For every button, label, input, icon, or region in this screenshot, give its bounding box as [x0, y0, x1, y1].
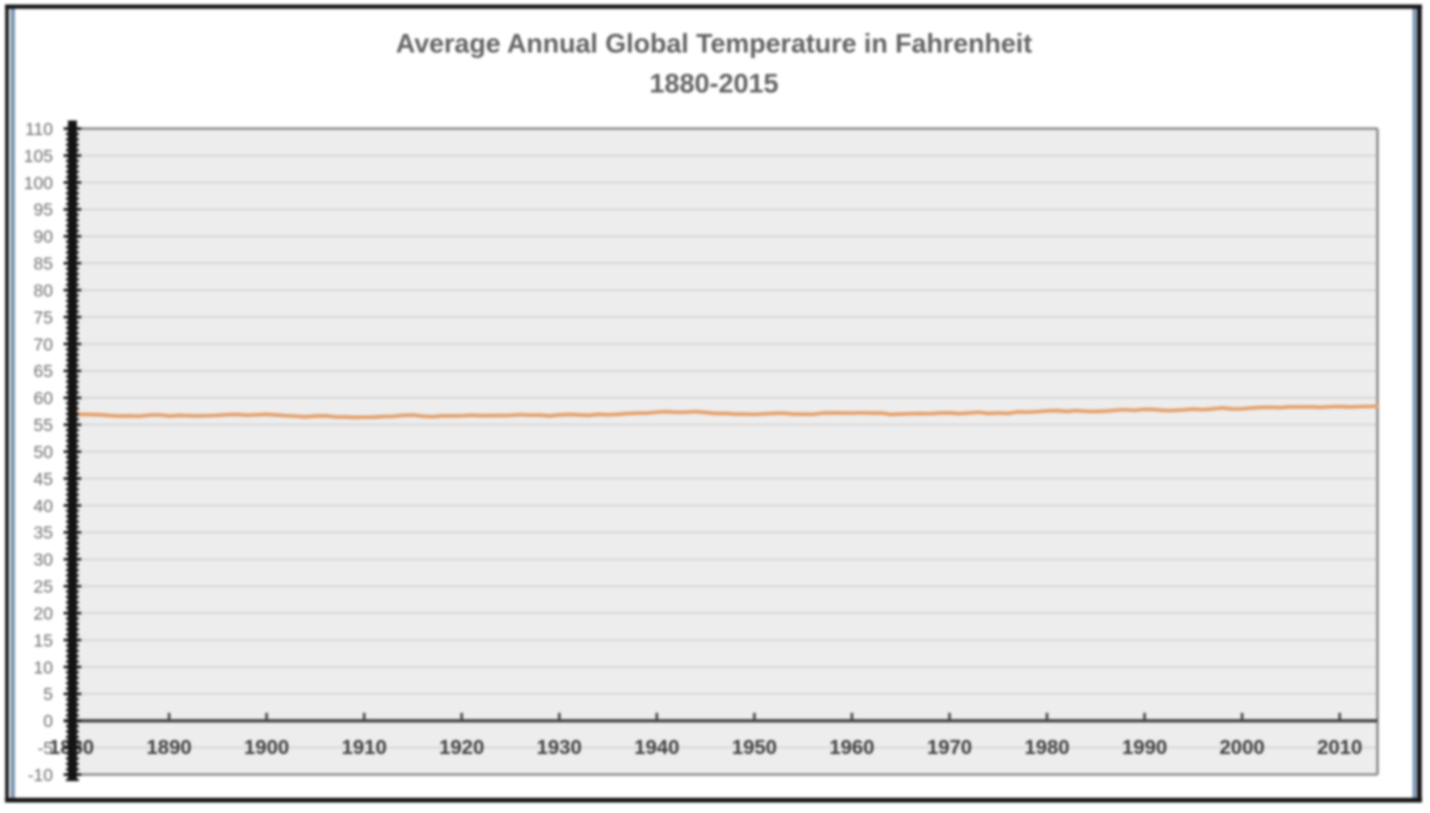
svg-text:1910: 1910 [342, 737, 387, 759]
svg-text:5: 5 [43, 684, 53, 704]
svg-text:-10: -10 [28, 765, 54, 785]
svg-text:105: 105 [24, 146, 53, 166]
svg-text:70: 70 [34, 334, 54, 354]
svg-text:1940: 1940 [634, 737, 679, 759]
svg-text:65: 65 [34, 361, 53, 381]
svg-text:100: 100 [24, 173, 53, 193]
svg-text:30: 30 [34, 550, 54, 570]
svg-text:80: 80 [34, 280, 54, 300]
svg-text:95: 95 [34, 200, 53, 220]
svg-text:15: 15 [34, 630, 53, 650]
svg-text:1930: 1930 [537, 737, 582, 759]
svg-text:75: 75 [34, 307, 53, 327]
svg-text:10: 10 [34, 657, 54, 677]
svg-text:110: 110 [25, 119, 53, 139]
svg-text:1890: 1890 [147, 737, 192, 759]
svg-text:35: 35 [34, 523, 53, 543]
svg-text:50: 50 [34, 442, 54, 462]
svg-text:85: 85 [34, 254, 53, 274]
svg-text:1970: 1970 [927, 737, 972, 759]
svg-text:0: 0 [43, 711, 53, 731]
svg-text:1880-2015: 1880-2015 [649, 69, 778, 99]
svg-text:60: 60 [34, 388, 54, 408]
svg-text:20: 20 [34, 603, 54, 623]
svg-text:25: 25 [34, 577, 53, 597]
svg-text:1950: 1950 [732, 737, 777, 759]
svg-text:1990: 1990 [1122, 737, 1167, 759]
svg-text:-5: -5 [37, 738, 53, 758]
svg-text:40: 40 [34, 496, 54, 516]
svg-text:1960: 1960 [829, 737, 874, 759]
svg-text:2000: 2000 [1220, 737, 1265, 759]
svg-text:1900: 1900 [244, 737, 289, 759]
svg-text:90: 90 [34, 227, 54, 247]
svg-text:1920: 1920 [439, 737, 484, 759]
svg-text:45: 45 [34, 469, 53, 489]
svg-text:Average Annual Global Temperat: Average Annual Global Temperature in Fah… [396, 29, 1032, 59]
svg-text:2010: 2010 [1317, 737, 1362, 759]
svg-text:1980: 1980 [1024, 737, 1069, 759]
svg-text:55: 55 [34, 415, 53, 435]
